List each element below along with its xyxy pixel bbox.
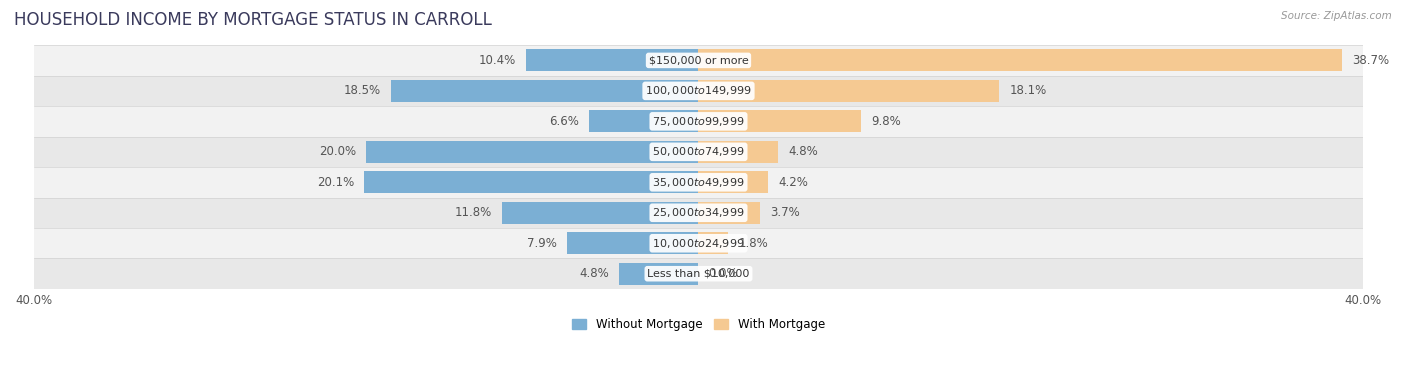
Text: 6.6%: 6.6%: [548, 115, 579, 128]
Text: 9.8%: 9.8%: [872, 115, 901, 128]
Text: 18.5%: 18.5%: [344, 84, 381, 97]
Bar: [699, 49, 1341, 71]
Text: 4.8%: 4.8%: [789, 145, 818, 158]
Bar: [567, 232, 699, 254]
Bar: [502, 202, 699, 224]
Text: 1.8%: 1.8%: [738, 237, 768, 250]
Legend: Without Mortgage, With Mortgage: Without Mortgage, With Mortgage: [567, 312, 831, 337]
Text: Source: ZipAtlas.com: Source: ZipAtlas.com: [1281, 11, 1392, 21]
Text: 4.2%: 4.2%: [779, 176, 808, 189]
Text: 20.0%: 20.0%: [319, 145, 356, 158]
Bar: [366, 141, 699, 163]
Bar: [526, 49, 699, 71]
Bar: [364, 171, 699, 193]
Text: 18.1%: 18.1%: [1010, 84, 1046, 97]
Text: 0.0%: 0.0%: [709, 267, 738, 280]
Bar: [34, 106, 1364, 136]
Text: $150,000 or more: $150,000 or more: [648, 55, 748, 65]
Bar: [34, 228, 1364, 259]
Bar: [34, 76, 1364, 106]
Text: $10,000 to $24,999: $10,000 to $24,999: [652, 237, 745, 250]
Text: $25,000 to $34,999: $25,000 to $34,999: [652, 206, 745, 219]
Bar: [34, 167, 1364, 198]
Bar: [34, 259, 1364, 289]
Bar: [619, 263, 699, 285]
Text: 7.9%: 7.9%: [527, 237, 557, 250]
Text: 38.7%: 38.7%: [1351, 54, 1389, 67]
Bar: [699, 202, 761, 224]
Bar: [391, 80, 699, 102]
Bar: [34, 136, 1364, 167]
Text: 11.8%: 11.8%: [456, 206, 492, 219]
Bar: [699, 80, 1000, 102]
Bar: [699, 171, 768, 193]
Bar: [699, 141, 779, 163]
Text: $35,000 to $49,999: $35,000 to $49,999: [652, 176, 745, 189]
Bar: [34, 45, 1364, 76]
Text: Less than $10,000: Less than $10,000: [647, 269, 749, 279]
Bar: [699, 110, 862, 132]
Text: 4.8%: 4.8%: [579, 267, 609, 280]
Bar: [699, 232, 728, 254]
Bar: [34, 198, 1364, 228]
Text: $50,000 to $74,999: $50,000 to $74,999: [652, 145, 745, 158]
Text: HOUSEHOLD INCOME BY MORTGAGE STATUS IN CARROLL: HOUSEHOLD INCOME BY MORTGAGE STATUS IN C…: [14, 11, 492, 29]
Text: 3.7%: 3.7%: [770, 206, 800, 219]
Text: 20.1%: 20.1%: [318, 176, 354, 189]
Text: $75,000 to $99,999: $75,000 to $99,999: [652, 115, 745, 128]
Text: $100,000 to $149,999: $100,000 to $149,999: [645, 84, 752, 97]
Bar: [589, 110, 699, 132]
Text: 10.4%: 10.4%: [478, 54, 516, 67]
